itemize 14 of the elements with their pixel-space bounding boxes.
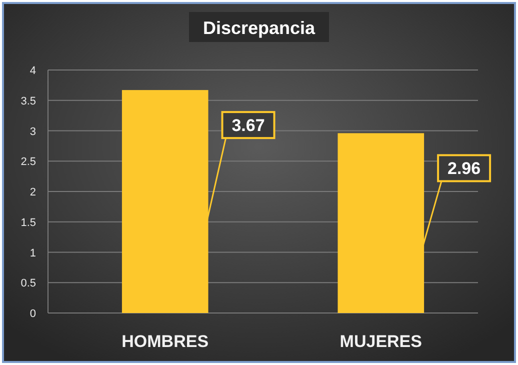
y-tick-label: 2.5 [20,156,36,168]
data-label: 2.96 [448,159,481,178]
x-tick-label: HOMBRES [122,332,209,351]
y-tick-label: 3 [30,126,36,138]
y-tick-label: 4 [30,65,36,77]
y-tick-label: 1 [30,247,36,260]
y-tick-label: 2 [30,186,36,198]
y-tick-label: 3.5 [20,95,36,108]
data-label: 3.67 [232,116,265,136]
chart-title: Discrepancia [202,18,316,38]
y-tick-label: 0 [30,308,36,320]
y-tick-label: 1.5 [20,216,36,229]
y-tick-label: 0.5 [20,278,36,290]
x-tick-label: MUJERES [340,332,422,351]
